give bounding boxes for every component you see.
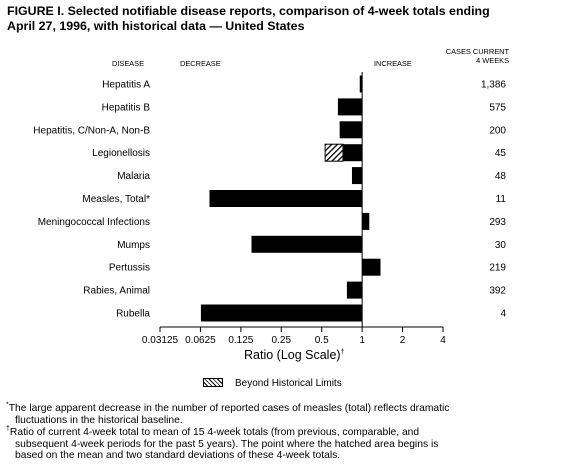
category-label-measles-total: Measles, Total* <box>82 194 150 205</box>
bar-measles-total <box>209 190 363 207</box>
header-cases-line-2: 4 WEEKS <box>476 56 509 65</box>
chart-title: FIGURE I. Selected notifiable disease re… <box>7 4 557 34</box>
x-tick-label-5: 1 <box>359 335 365 346</box>
category-label-malaria: Malaria <box>117 171 150 182</box>
legend-label: Beyond Historical Limits <box>235 378 342 389</box>
category-label-rabies-animal: Rabies, Animal <box>83 286 150 297</box>
bar-hepatitis-c-non-a-non-b <box>339 121 363 139</box>
cases-value-hepatitis-c-non-a-non-b: 200 <box>489 125 506 136</box>
bar-hepatitis-a <box>359 75 363 93</box>
header-cases-line-1: CASES CURRENT <box>445 47 509 56</box>
chart-title-line-2: April 27, 1996, with historical data — U… <box>7 19 305 33</box>
cases-value-mumps: 30 <box>495 240 507 251</box>
x-tick-label-6: 2 <box>400 335 406 346</box>
category-label-hepatitis-a: Hepatitis A <box>102 80 150 91</box>
footnote-measles: *The large apparent decrease in the numb… <box>6 401 556 426</box>
bar-hepatitis-b <box>337 98 363 116</box>
footnote-ratio-mark: † <box>6 425 10 433</box>
x-tick-label-1: 0.0625 <box>185 335 216 346</box>
header-increase: INCREASE <box>374 59 412 68</box>
footnote-measles-mark: * <box>6 401 9 409</box>
bar-legionellosis <box>342 144 363 162</box>
legend-hatched-swatch <box>203 378 223 387</box>
header-cases: CASES CURRENT 4 WEEKS <box>433 47 509 65</box>
bar-hatch-legionellosis <box>324 143 344 162</box>
cases-value-hepatitis-b: 575 <box>489 102 506 113</box>
category-label-legionellosis: Legionellosis <box>92 148 150 159</box>
cases-value-rabies-animal: 392 <box>489 286 506 297</box>
footnote-ratio-line-3: based on the mean and two standard devia… <box>15 450 341 461</box>
cases-value-hepatitis-a: 1,386 <box>481 80 506 91</box>
x-tick-label-0: 0.03125 <box>142 335 179 346</box>
x-tick-label-4: 0.5 <box>315 335 329 346</box>
category-label-pertussis: Pertussis <box>109 263 150 274</box>
x-axis-title-mark: † <box>340 348 345 356</box>
footnote-ratio-line-1: †Ratio of current 4-week total to mean o… <box>6 425 556 439</box>
footnote-measles-line-2: fluctuations in the historical baseline. <box>15 414 183 426</box>
bar-rubella <box>200 304 363 322</box>
cases-value-legionellosis: 45 <box>495 148 507 159</box>
cases-value-malaria: 48 <box>495 171 507 182</box>
bar-meningococcal-infections <box>362 212 370 230</box>
bar-mumps <box>251 235 363 253</box>
category-label-meningococcal-infections: Meningococcal Infections <box>38 217 150 228</box>
x-axis-title: Ratio (Log Scale)† <box>244 348 344 362</box>
cases-value-meningococcal-infections: 293 <box>489 217 506 228</box>
chart-title-line-1: FIGURE I. Selected notifiable disease re… <box>7 4 490 18</box>
bar-malaria <box>351 167 363 185</box>
cases-value-measles-total: 11 <box>496 194 507 205</box>
category-label-mumps: Mumps <box>117 240 150 251</box>
bar-pertussis <box>362 258 381 276</box>
header-decrease: DECREASE <box>180 59 221 68</box>
footnote-measles-text-1: The large apparent decrease in the numbe… <box>8 403 450 414</box>
footnote-ratio-line-2: subsequent 4-week periods for the past 5… <box>15 438 439 450</box>
x-tick-label-3: 0.25 <box>272 335 292 346</box>
footnote-ratio-text-1: Ratio of current 4-week total to mean of… <box>9 427 420 438</box>
x-axis-title-text: Ratio (Log Scale) <box>244 348 341 362</box>
category-label-hepatitis-c-non-a-non-b: Hepatitis, C/Non-A, Non-B <box>33 125 150 136</box>
x-tick-label-7: 4 <box>440 335 446 346</box>
footnote-ratio: †Ratio of current 4-week total to mean o… <box>6 425 556 462</box>
footnote-measles-line-1: *The large apparent decrease in the numb… <box>6 401 556 415</box>
category-label-rubella: Rubella <box>116 309 150 320</box>
category-label-hepatitis-b: Hepatitis B <box>102 102 151 113</box>
x-tick-label-2: 0.125 <box>228 335 253 346</box>
bar-rabies-animal <box>346 281 363 299</box>
cases-value-rubella: 4 <box>500 309 506 320</box>
header-disease: DISEASE <box>112 59 145 68</box>
cases-value-pertussis: 219 <box>489 263 506 274</box>
